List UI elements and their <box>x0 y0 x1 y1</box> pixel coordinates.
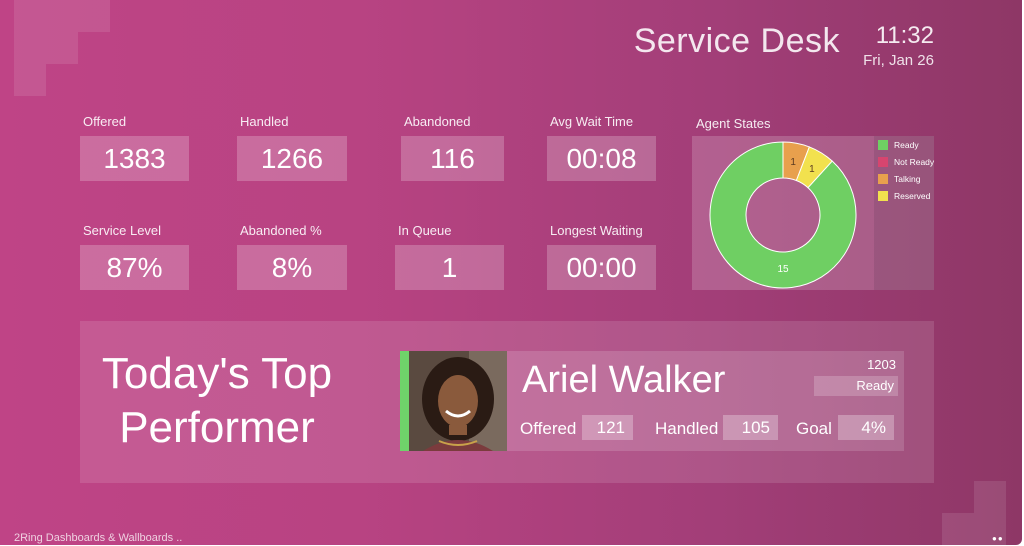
metric-label: Service Level <box>83 223 162 238</box>
performer-extension: 1203 <box>867 357 896 372</box>
goal-label: Goal <box>796 419 832 438</box>
donut-data-label: 15 <box>777 264 789 275</box>
metric-label: In Queue <box>398 223 452 238</box>
heading-line: Performer <box>119 403 315 452</box>
decor-square <box>46 0 78 32</box>
donut-data-label: 1 <box>809 164 815 175</box>
decor-square <box>14 32 46 64</box>
avatar-portrait-icon <box>409 351 507 451</box>
metric-value: 1 <box>395 245 504 290</box>
decor-square <box>14 64 46 96</box>
metric-value: 116 <box>401 136 504 181</box>
decor-square <box>974 481 1006 513</box>
agent-states-title: Agent States <box>696 116 771 131</box>
metric-label: Handled <box>240 114 289 129</box>
legend-item-talking[interactable]: Talking <box>878 174 920 184</box>
metric-label: Abandoned % <box>240 223 322 238</box>
legend-label: Reserved <box>894 191 931 201</box>
metric-label: Offered <box>83 114 127 129</box>
top-performer-heading: Today's Top Performer <box>80 347 354 455</box>
heading-line: Today's Top <box>101 349 333 398</box>
status-badge: Ready <box>814 376 898 396</box>
legend-swatch <box>878 140 888 150</box>
clock-date: Fri, Jan 26 <box>863 52 934 69</box>
donut-data-label: 1 <box>790 157 796 168</box>
offered-label: Offered <box>520 419 577 438</box>
goal-value: 4% <box>838 415 894 440</box>
legend-swatch <box>878 157 888 167</box>
decor-square <box>974 513 1006 545</box>
status-accent-bar <box>400 351 409 451</box>
metric-value: 1383 <box>80 136 189 181</box>
decor-square <box>942 513 974 545</box>
legend-label: Ready <box>894 140 919 150</box>
legend-swatch <box>878 174 888 184</box>
metric-value: 8% <box>237 245 347 290</box>
legend-label: Not Ready <box>894 157 935 167</box>
more-options-icon[interactable]: ●● <box>992 534 1004 543</box>
footer-brand: 2Ring Dashboards & Wallboards .. <box>14 532 183 544</box>
metric-value: 00:00 <box>547 245 656 290</box>
handled-label: Handled <box>655 419 719 438</box>
page-title: Service Desk <box>633 22 840 60</box>
decor-square <box>78 0 110 32</box>
metric-label: Avg Wait Time <box>550 114 634 129</box>
donut-slice-reserved[interactable] <box>795 146 833 189</box>
performer-name: Ariel Walker <box>522 359 726 401</box>
decor-square <box>46 32 78 64</box>
metric-value: 87% <box>80 245 189 290</box>
legend-swatch <box>878 191 888 201</box>
legend-item-reserved[interactable]: Reserved <box>878 191 930 201</box>
donut-slice-ready[interactable] <box>709 141 857 289</box>
metric-value: 00:08 <box>547 136 656 181</box>
handled-value: 105 <box>723 415 778 440</box>
legend-item-ready[interactable]: Ready <box>878 140 919 150</box>
metric-value: 1266 <box>237 136 347 181</box>
metric-label: Longest Waiting <box>550 223 643 238</box>
legend-label: Talking <box>894 174 921 184</box>
top-performer-panel: Today's Top Performer Ariel Walker 1203 <box>80 321 934 483</box>
clock-time: 11:32 <box>875 22 934 49</box>
avatar <box>409 351 507 451</box>
agent-states-panel: 15 1 1 Ready Not Ready Talking Reserved <box>692 136 934 290</box>
metric-label: Abandoned <box>404 114 471 129</box>
legend-item-not-ready[interactable]: Not Ready <box>878 157 934 167</box>
offered-value: 121 <box>582 415 633 440</box>
decor-square <box>14 0 46 32</box>
chart-legend: Ready Not Ready Talking Reserved <box>874 136 934 290</box>
performer-card: Ariel Walker 1203 Ready Offered 121 Hand… <box>400 351 904 451</box>
